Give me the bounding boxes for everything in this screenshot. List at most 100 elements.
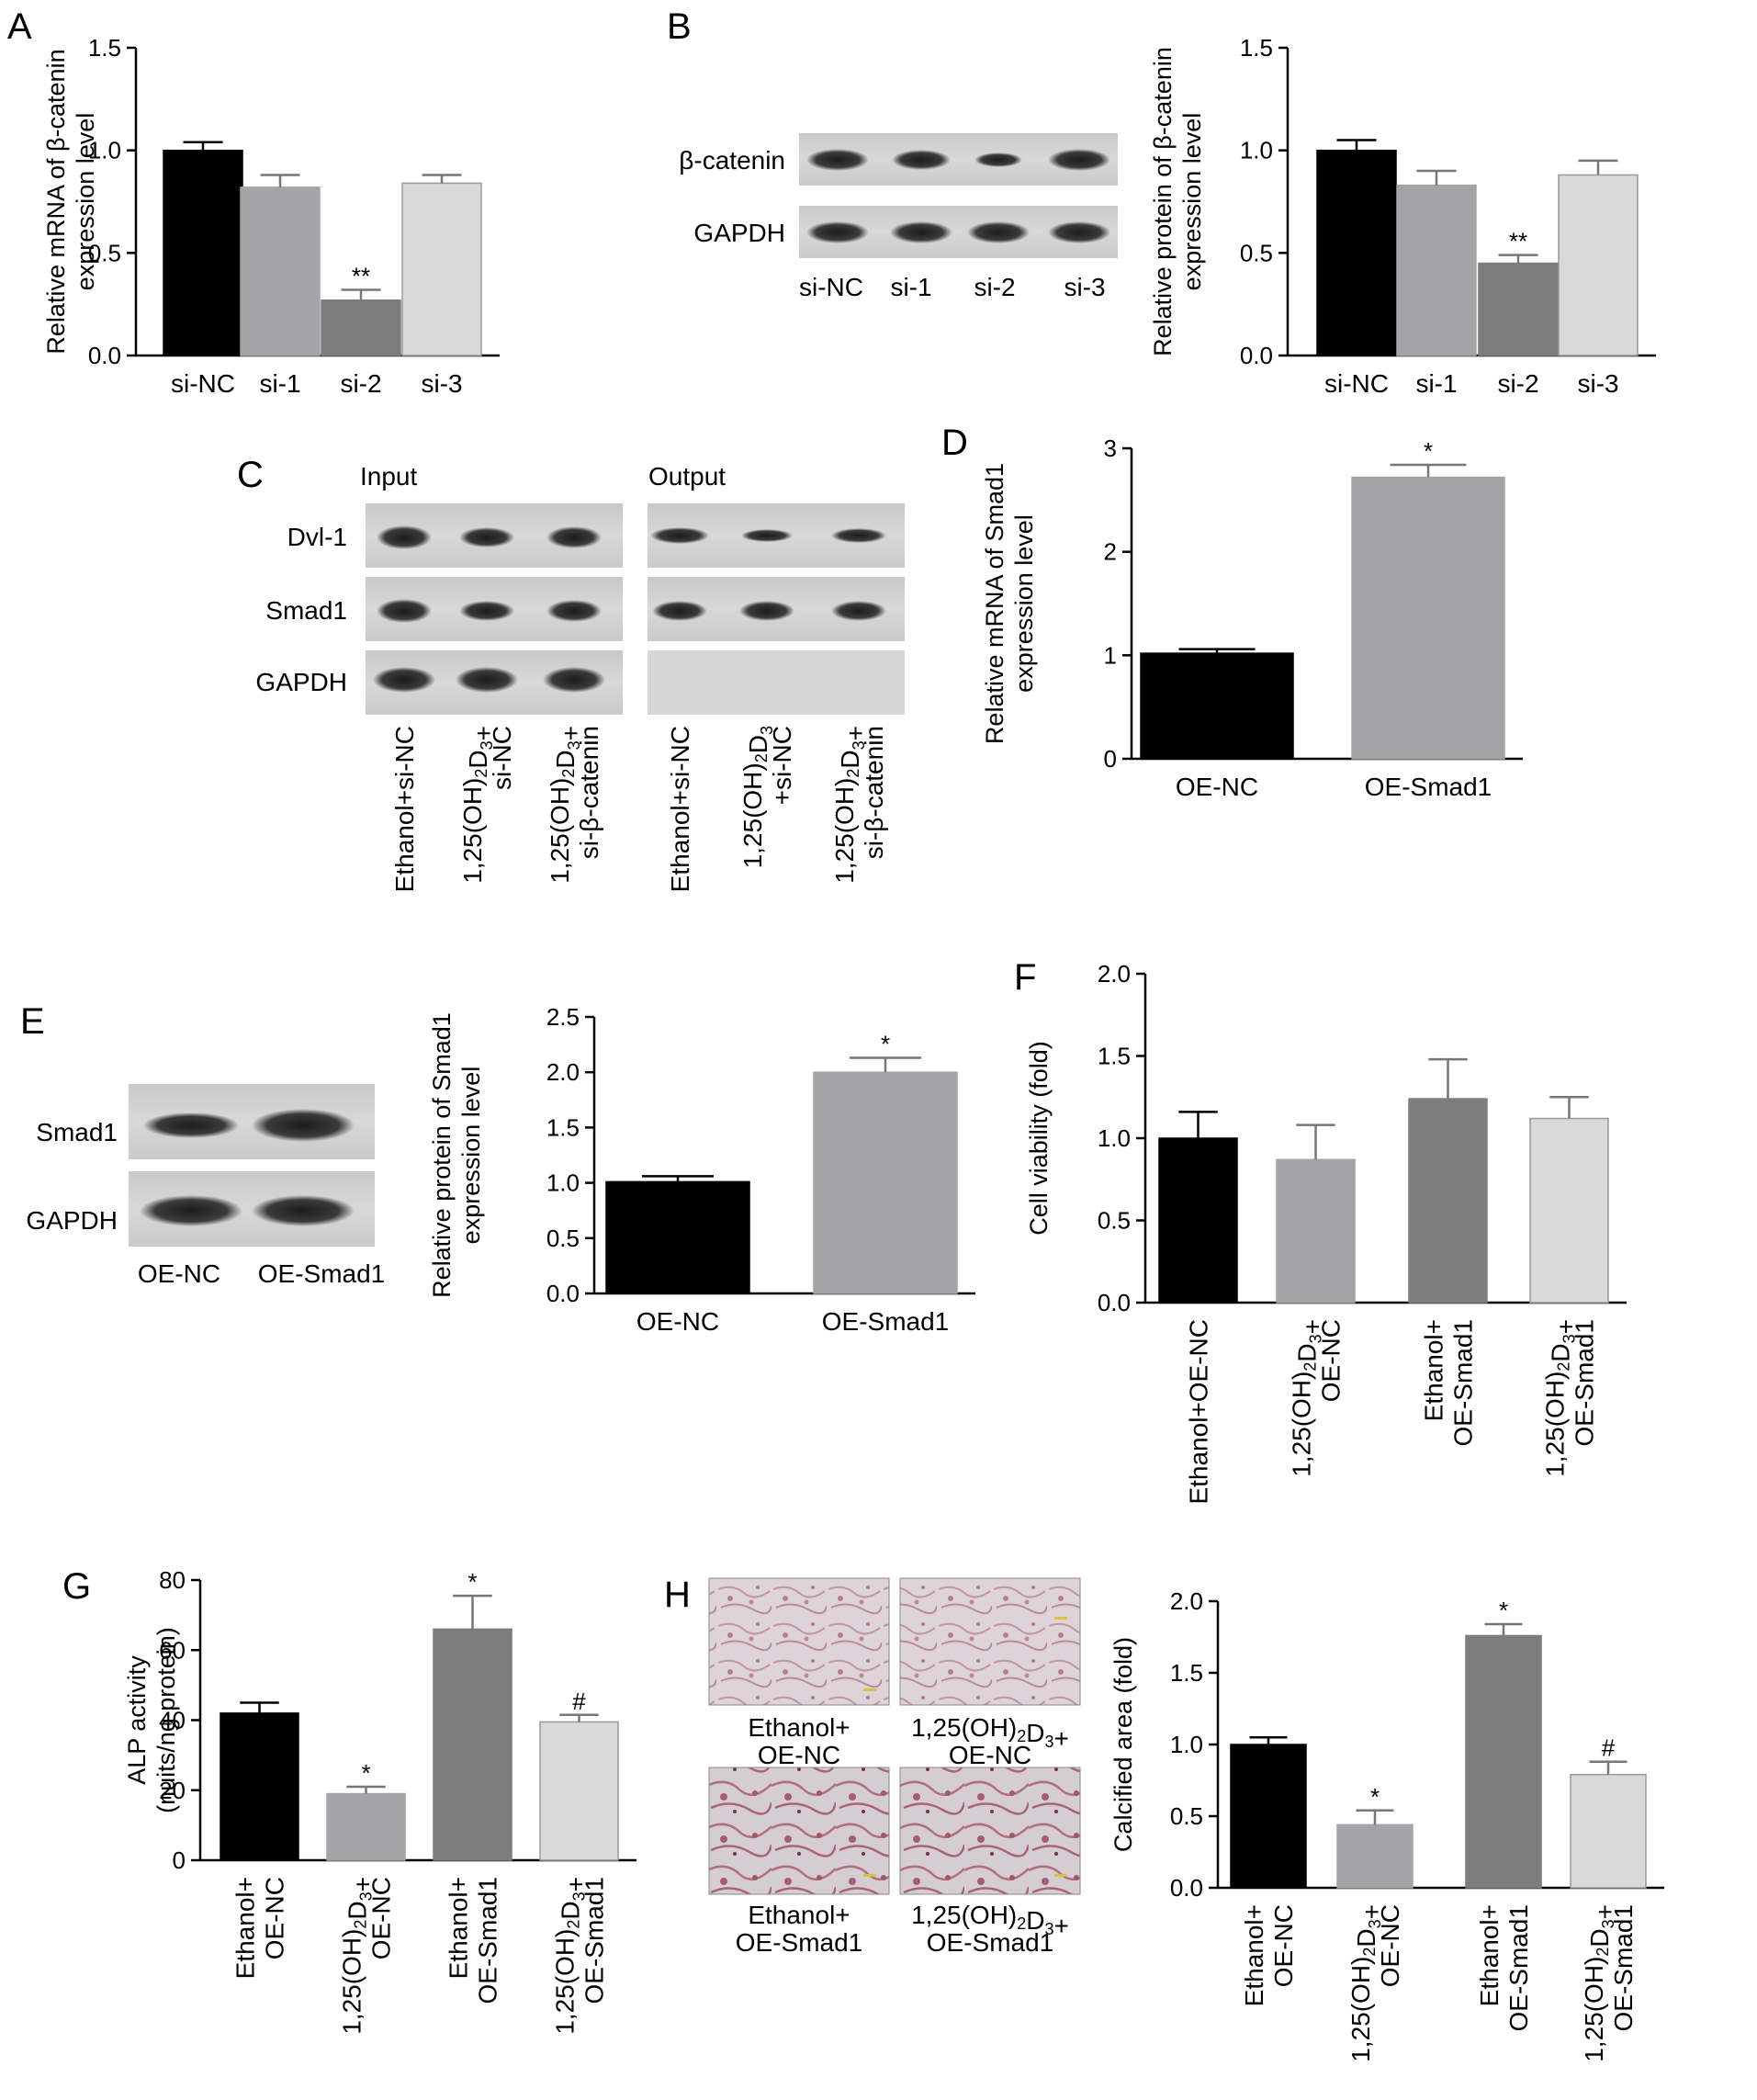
- staining-image-captions: Ethanol+OE-NC1,25(OH)2D3+OE-NCEthanol+OE…: [736, 1713, 1069, 1957]
- band: [1048, 149, 1110, 171]
- staining-image-caption: 1,25(OH)2D3+: [911, 1901, 1069, 1940]
- y-tick-label: 1: [1104, 641, 1117, 669]
- blot-b-lane-label: si-NC: [799, 273, 863, 301]
- y-tick-label: 0.5: [1170, 1802, 1203, 1830]
- blot-c-header-output: Output: [648, 462, 726, 491]
- x-tick-label: Ethanol+: [445, 1877, 473, 1979]
- bar: [1408, 1098, 1488, 1304]
- y-tick-label: 0.5: [546, 1225, 580, 1252]
- x-tick-label: 1,25(OH)2D3+: [1346, 1904, 1386, 2062]
- y-tick-label: 0: [1104, 745, 1117, 773]
- y-axis-label: ALP activity: [123, 1655, 151, 1785]
- panel-label-a: A: [7, 6, 32, 47]
- x-tick-label: 1,25(OH)2D3+: [1288, 1319, 1327, 1477]
- y-axis-label: Calcified area (fold): [1109, 1637, 1137, 1852]
- panel-label-b: B: [667, 6, 692, 47]
- staining-images-h: [708, 1577, 1081, 1895]
- blot-c-panel: [648, 650, 905, 715]
- y-tick-label: 2.0: [546, 1058, 580, 1086]
- bar: [1558, 174, 1639, 356]
- blot-b-row-label-1: β-catenin: [679, 146, 785, 175]
- band: [373, 667, 435, 693]
- staining-image-ethanol-oe-smad1: [708, 1767, 890, 1895]
- band: [456, 667, 518, 693]
- chart-e: 0.0 0.5 1.0 1.5 2.0 2.5 Relative protein of Sm…: [428, 1003, 975, 1336]
- bar: [326, 1792, 406, 1861]
- y-tick-label: 0: [173, 1846, 186, 1874]
- staining-image-vd-oe-smad1: [899, 1767, 1081, 1895]
- band: [806, 149, 869, 171]
- staining-image-caption: OE-NC: [758, 1741, 840, 1769]
- band: [831, 601, 886, 621]
- blot-b-lane-label: si-1: [890, 273, 931, 301]
- western-blot-b: β-catenin GAPDH si-NC si-1 si-2 si-3: [679, 133, 1118, 301]
- x-tick-label: OE-NC: [261, 1877, 289, 1959]
- blot-c-lane-label: Ethanol+si-NC: [390, 726, 419, 892]
- x-tick-label: OE-Smad1: [474, 1877, 502, 2004]
- y-axis-label: expression level: [1178, 113, 1206, 291]
- blot-c-lane-label: 1,25(OH)2D3: [738, 726, 776, 868]
- western-blot-e: Smad1 GAPDH OE-NC OE-Smad1: [26, 1084, 385, 1288]
- blot-c-lane-label: 1,25(OH)2D3+: [546, 726, 585, 884]
- blot-c-lane-label: Ethanol+si-NC: [666, 726, 694, 892]
- band: [741, 529, 793, 542]
- blot-b-row-label-2: GAPDH: [693, 219, 785, 247]
- staining-image-caption: OE-NC: [949, 1741, 1031, 1769]
- band: [377, 599, 432, 623]
- chart-d: 0 1 2 3 Relative mRNA of Smad1 expression lev…: [981, 435, 1523, 801]
- y-tick-label: 0.0: [1170, 1874, 1203, 1902]
- bar: [1276, 1158, 1356, 1304]
- blot-e-lane-label: OE-NC: [138, 1259, 220, 1288]
- band: [974, 152, 1022, 167]
- x-tick-label: 1,25(OH)2D3+: [338, 1877, 377, 2035]
- staining-image-vd-oe-nc: [899, 1577, 1081, 1706]
- y-axis-label: Relative mRNA of β-catenin: [42, 49, 70, 354]
- blot-b-lane-label: si-3: [1064, 273, 1105, 301]
- x-tick-label: 1,25(OH)2D3+: [1580, 1904, 1619, 2062]
- x-tick-label: OE-NC: [1176, 773, 1258, 801]
- blot-c-lane-label: si-β-catenin: [575, 726, 603, 859]
- y-tick-label: 1.0: [1170, 1731, 1203, 1758]
- x-tick-label: OE-Smad1: [822, 1307, 950, 1336]
- x-tick-label: Ethanol+: [1240, 1904, 1268, 2006]
- band: [967, 221, 1030, 243]
- staining-image-caption: Ethanol+: [748, 1713, 850, 1742]
- significance-marker: **: [1509, 228, 1527, 255]
- bar: [1230, 1744, 1307, 1889]
- bar: [321, 299, 401, 356]
- blot-c-header-input: Input: [360, 462, 417, 491]
- chart-f: 0.0 0.5 1.0 1.5 2.0 Cell viability (fold) Etha…: [1025, 960, 1627, 1505]
- band: [892, 150, 951, 170]
- significance-marker: *: [1370, 1783, 1380, 1811]
- blot-c-lane-label: +si-NC: [768, 726, 796, 805]
- blot-e-row-label: GAPDH: [26, 1206, 118, 1235]
- scale-bar-icon: [863, 1874, 876, 1877]
- y-tick-label: 40: [159, 1707, 186, 1734]
- scale-bar-icon: [1054, 1874, 1067, 1877]
- x-tick-label: OE-NC: [367, 1877, 396, 1959]
- band: [459, 527, 514, 548]
- y-axis-label: expression level: [72, 113, 99, 291]
- staining-image-caption: OE-Smad1: [736, 1928, 863, 1957]
- y-axis-label: Relative mRNA of Smad1: [981, 463, 1008, 744]
- y-axis-label: expression level: [1010, 514, 1038, 693]
- blot-c-lane-label: 1,25(OH)2D3+: [830, 726, 870, 884]
- panel-label-e: E: [20, 1001, 45, 1042]
- x-tick-label: si-NC: [1324, 369, 1389, 398]
- band: [543, 667, 605, 693]
- blot-c-lane-labels: Ethanol+si-NC 1,25(OH)2D3+si-NC1,25(OH)2D…: [390, 726, 888, 892]
- blot-c-lane-label: si-NC: [488, 726, 516, 790]
- staining-image-caption: OE-Smad1: [927, 1928, 1054, 1957]
- x-tick-label: OE-Smad1: [1504, 1904, 1533, 2032]
- significance-marker: *: [1499, 1597, 1508, 1624]
- blot-b-lane-label: si-2: [974, 273, 1015, 301]
- band: [143, 1112, 239, 1138]
- x-tick-label: OE-Smad1: [1449, 1319, 1478, 1447]
- blot-e-lane-label: OE-Smad1: [258, 1259, 386, 1288]
- x-tick-label: OE-Smad1: [1365, 773, 1492, 801]
- panel-label-c: C: [237, 455, 264, 495]
- panel-label-g: G: [62, 1566, 91, 1607]
- band: [890, 221, 952, 243]
- y-tick-label: 1.5: [1240, 34, 1273, 62]
